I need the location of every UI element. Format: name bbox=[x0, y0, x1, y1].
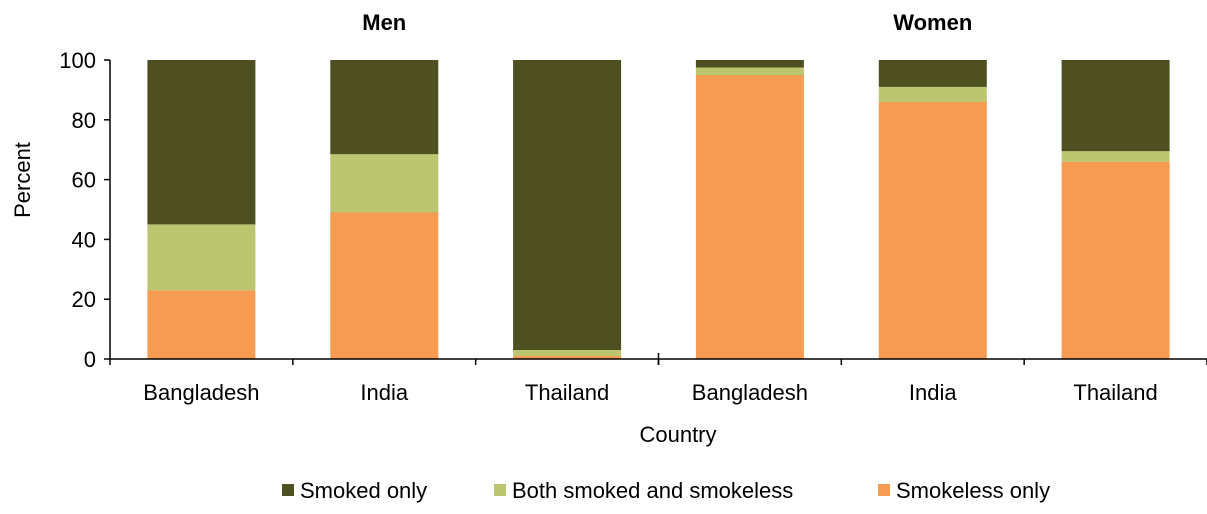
y-axis-title: Percent bbox=[10, 142, 35, 218]
y-tick-label: 0 bbox=[84, 347, 96, 372]
x-category-label: Bangladesh bbox=[143, 380, 259, 405]
x-category-label: India bbox=[360, 380, 408, 405]
y-tick-label: 20 bbox=[72, 287, 96, 312]
legend-label: Smoked only bbox=[300, 478, 427, 503]
y-tick-label: 60 bbox=[72, 168, 96, 193]
bars-layer bbox=[147, 60, 1170, 360]
bar-segment bbox=[513, 60, 622, 350]
bar-segment bbox=[878, 101, 987, 360]
x-axis-title: Country bbox=[639, 422, 716, 447]
bar-segment bbox=[1061, 60, 1170, 152]
y-tick-label: 80 bbox=[72, 108, 96, 133]
bar-segment bbox=[513, 356, 622, 359]
y-tick-label: 40 bbox=[72, 227, 96, 252]
labels-layer: 0 20 40 60 80 100 Bangladesh India Thailand Bangl… bbox=[10, 10, 1158, 447]
bar-segment bbox=[330, 212, 439, 359]
panel-title: Women bbox=[893, 10, 972, 35]
legend-swatch bbox=[282, 484, 294, 496]
x-category-label: Thailand bbox=[1073, 380, 1157, 405]
legend-swatch bbox=[494, 484, 506, 496]
y-tick-label: 100 bbox=[59, 48, 96, 73]
legend-label: Smokeless only bbox=[896, 478, 1050, 503]
bar-segment bbox=[695, 74, 804, 360]
bar-segment bbox=[513, 350, 622, 356]
bar-segment bbox=[695, 60, 804, 68]
bar-segment bbox=[1061, 161, 1170, 359]
legend-swatch bbox=[878, 484, 890, 496]
bar-segment bbox=[330, 154, 439, 213]
bar-segment bbox=[330, 60, 439, 155]
x-category-label: Bangladesh bbox=[692, 380, 808, 405]
bar-segment bbox=[147, 290, 256, 359]
bar-segment bbox=[695, 67, 804, 75]
panel-title: Men bbox=[362, 10, 406, 35]
x-category-label: India bbox=[909, 380, 957, 405]
axes-layer bbox=[104, 59, 1207, 365]
bar-segment bbox=[878, 86, 987, 102]
bar-segment bbox=[147, 60, 256, 225]
bar-segment bbox=[878, 60, 987, 87]
bar-segment bbox=[1061, 151, 1170, 162]
legend-label: Both smoked and smokeless bbox=[512, 478, 793, 503]
legend: Smoked only Both smoked and smokeless Smok… bbox=[282, 478, 1050, 503]
x-category-label: Thailand bbox=[525, 380, 609, 405]
bar-segment bbox=[147, 224, 256, 291]
